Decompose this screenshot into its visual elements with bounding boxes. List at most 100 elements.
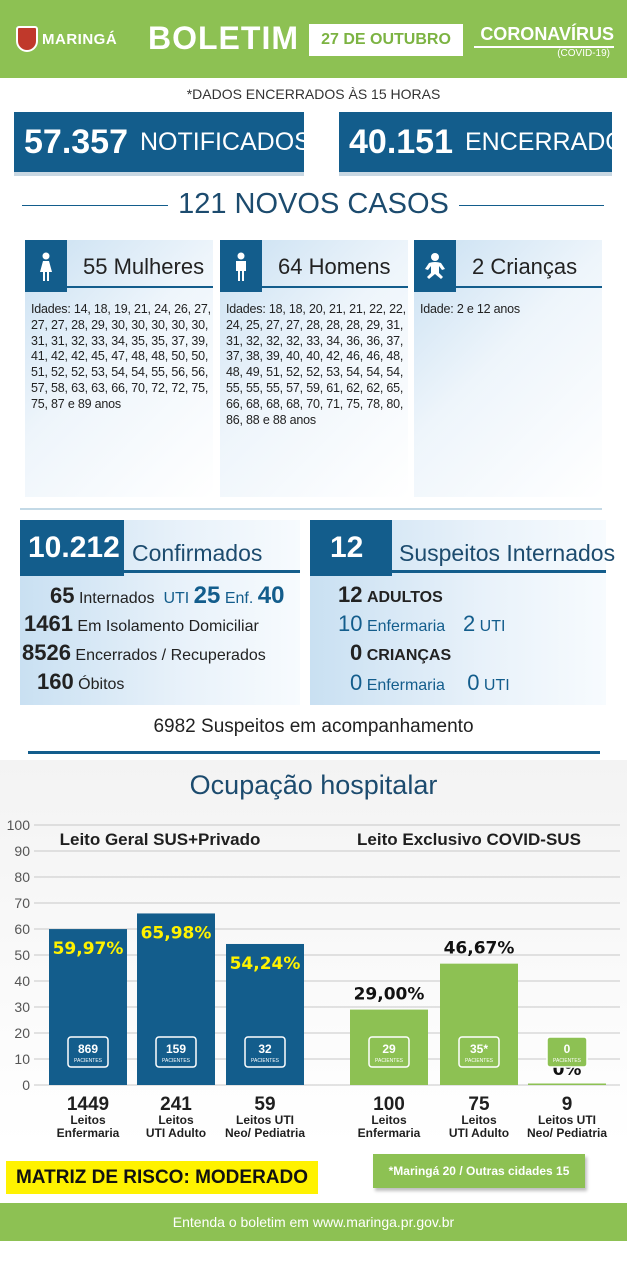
- bar-percent-label: 46,67%: [444, 939, 515, 959]
- category-label: Neo/ Pediatria: [527, 1126, 607, 1140]
- patients-value: 35*: [470, 1042, 488, 1056]
- bar-percent-label: 65,98%: [141, 923, 212, 943]
- city-logo: MARINGÁ: [16, 24, 117, 54]
- y-tick-label: 90: [14, 843, 30, 859]
- category-label: Leitos: [461, 1113, 497, 1127]
- notified-box: 57.357 NOTIFICADOS: [14, 112, 311, 176]
- beds-value: 241: [160, 1094, 192, 1115]
- children-ages: Idade: 2 e 12 anos: [420, 302, 520, 316]
- category-label: UTI Adulto: [146, 1126, 206, 1140]
- bar-percent-label: 29,00%: [354, 985, 425, 1005]
- occupancy-title: Ocupação hospitalar: [189, 770, 438, 800]
- group-title: Leito Geral SUS+Privado: [60, 830, 261, 849]
- patients-value: 0: [564, 1042, 571, 1056]
- isolation-value: 1461: [24, 611, 73, 636]
- y-tick-label: 60: [14, 921, 30, 937]
- recovered-row: 8526 Encerrados / Recuperados: [22, 640, 266, 666]
- patients-label: PACIENTES: [162, 1058, 191, 1064]
- women-ages: Idades: 14, 18, 19, 21, 24, 26, 27, 27, …: [31, 302, 211, 411]
- bar-percent-label: 54,24%: [230, 954, 301, 974]
- suspect-children-enf-label: Enfermaria: [366, 677, 445, 694]
- deaths-value: 160: [37, 669, 74, 694]
- men-card: 64 Homens Idades: 18, 18, 20, 21, 21, 22…: [220, 240, 408, 497]
- suspect-adults-uti-label: UTI: [479, 618, 506, 635]
- isolation-label: Em Isolamento Domiciliar: [77, 618, 259, 635]
- patients-label: PACIENTES: [251, 1058, 280, 1064]
- beds-value: 59: [254, 1094, 275, 1115]
- patients-badge: [155, 1036, 197, 1068]
- baby-icon: [425, 253, 445, 279]
- y-tick-label: 40: [14, 973, 30, 989]
- bar-percent-label: 59,97%: [53, 939, 124, 959]
- group-title: Leito Exclusivo COVID-SUS: [357, 830, 581, 849]
- category-label: Leitos UTI: [538, 1113, 596, 1127]
- recovered-value: 8526: [22, 640, 71, 665]
- y-tick-label: 30: [14, 999, 30, 1015]
- patients-badge: [368, 1036, 410, 1068]
- closed-box: 40.151 ENCERRADOS: [339, 112, 627, 176]
- deaths-row: 160 Óbitos: [37, 669, 124, 695]
- bar: [528, 1083, 606, 1085]
- bulletin-date: 27 DE OUTUBRO: [309, 24, 463, 56]
- category-label: Enfermaria: [57, 1126, 120, 1140]
- children-title: 2 Crianças: [472, 254, 578, 279]
- closed-label: ENCERRADOS: [465, 127, 627, 156]
- beds-value: 9: [562, 1094, 573, 1115]
- beds-value: 75: [468, 1094, 490, 1115]
- notified-value: 57.357: [24, 122, 128, 161]
- suspect-adults-enf-value: 10: [338, 611, 363, 636]
- patients-value: 29: [382, 1042, 396, 1056]
- bulletin-title: BOLETIM: [148, 20, 299, 56]
- patients-badge: [546, 1036, 588, 1068]
- suspect-children-label: CRIANÇAS: [366, 647, 452, 664]
- uti-value: 25: [193, 582, 221, 609]
- patients-value: 159: [166, 1042, 186, 1056]
- enf-label: Enf.: [224, 590, 254, 607]
- covid-uti-note: *Maringá 20 / Outras cidades 15: [373, 1154, 585, 1188]
- y-tick-label: 100: [7, 817, 31, 833]
- man-icon: [236, 252, 246, 281]
- recovered-label: Encerrados / Recuperados: [75, 647, 266, 664]
- patients-label: PACIENTES: [553, 1058, 582, 1064]
- suspect-adults-value: 12: [338, 582, 363, 607]
- uti-label: UTI: [163, 590, 190, 607]
- topic-title: CORONAVÍRUS: [480, 24, 614, 44]
- category-label: Leitos: [70, 1113, 106, 1127]
- patients-label: PACIENTES: [74, 1058, 103, 1064]
- women-card: 55 Mulheres Idades: 14, 18, 19, 21, 24, …: [25, 240, 213, 497]
- men-ages: Idades: 18, 18, 20, 21, 21, 22, 22, 24, …: [226, 302, 406, 427]
- beds-value: 1449: [67, 1094, 109, 1115]
- category-label: Leitos: [371, 1113, 407, 1127]
- monitoring-text: 6982 Suspeitos em acompanhamento: [153, 716, 474, 737]
- suspect-adults-detail-row: 10 Enfermaria 2 UTI: [338, 611, 505, 637]
- suspect-children-uti-label: UTI: [483, 677, 510, 694]
- y-tick-label: 80: [14, 869, 30, 885]
- suspect-adults-row: 12 ADULTOS: [338, 582, 443, 608]
- suspect-children-row: 0 CRIANÇAS: [350, 640, 451, 666]
- men-title: 64 Homens: [278, 254, 391, 279]
- y-tick-label: 50: [14, 947, 30, 963]
- suspect-adults-enf-label: Enfermaria: [366, 618, 446, 635]
- suspects-value: 12: [310, 520, 392, 576]
- deaths-label: Óbitos: [78, 676, 125, 693]
- category-label: Leitos: [158, 1113, 194, 1127]
- hospitalized-value: 65: [50, 583, 75, 608]
- women-title: 55 Mulheres: [83, 254, 205, 279]
- confirmed-label: Confirmados: [132, 540, 263, 566]
- suspects-label: Suspeitos Internados: [399, 540, 616, 566]
- suspect-children-value: 0: [350, 640, 363, 665]
- hospitalized-label: Internados: [78, 590, 155, 607]
- enf-value: 40: [257, 582, 285, 609]
- patients-badge: [67, 1036, 109, 1068]
- coat-of-arms-icon: [16, 26, 38, 52]
- suspect-children-detail-row: 0 Enfermaria 0 UTI: [350, 670, 510, 696]
- isolation-row: 1461 Em Isolamento Domiciliar: [24, 611, 259, 637]
- topic-divider: [474, 46, 614, 48]
- patients-value: 32: [258, 1042, 272, 1056]
- y-tick-label: 20: [14, 1025, 30, 1041]
- patients-label: PACIENTES: [375, 1058, 404, 1064]
- footer-link[interactable]: Entenda o boletim em www.maringa.pr.gov.…: [0, 1203, 627, 1241]
- suspect-adults-label: ADULTOS: [366, 589, 443, 606]
- beds-value: 100: [373, 1094, 405, 1115]
